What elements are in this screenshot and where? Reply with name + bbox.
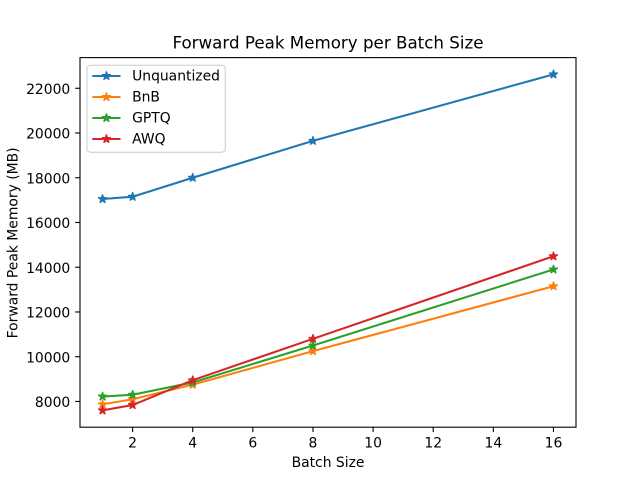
x-tick-label: 2 xyxy=(128,436,137,452)
x-tick-label: 10 xyxy=(364,436,382,452)
series-marker-awq xyxy=(97,405,108,415)
y-tick-label: 22000 xyxy=(26,82,70,98)
plot-frame xyxy=(79,57,577,428)
chart-title: Forward Peak Memory per Batch Size xyxy=(172,33,483,53)
x-tick-label: 6 xyxy=(248,436,257,452)
legend-label: BnB xyxy=(132,90,160,106)
x-tick-label: 12 xyxy=(424,436,442,452)
legend-item-unquantized: Unquantized xyxy=(92,69,220,85)
legend-label: GPTQ xyxy=(132,111,171,127)
legend-marker-sample xyxy=(101,113,112,123)
y-tick-label: 8000 xyxy=(35,395,70,411)
series-marker-awq xyxy=(127,400,138,410)
series-marker-unquantized xyxy=(548,69,559,79)
legend-box xyxy=(86,64,226,153)
legend-item-gptq: GPTQ xyxy=(92,111,171,127)
x-tick-label: 4 xyxy=(188,436,197,452)
y-tick-label: 14000 xyxy=(26,261,70,277)
series-marker-awq xyxy=(188,375,198,385)
y-tick-label: 12000 xyxy=(26,306,70,322)
series-marker-unquantized xyxy=(127,191,138,201)
x-tick-label: 14 xyxy=(484,436,502,452)
y-tick-label: 18000 xyxy=(26,171,70,187)
y-axis-label: Forward Peak Memory (MB) xyxy=(6,147,22,338)
series-marker-bnb xyxy=(308,346,318,356)
series-marker-unquantized xyxy=(97,194,108,204)
legend-marker-sample xyxy=(101,134,112,144)
series-marker-gptq xyxy=(548,264,559,274)
series-marker-unquantized xyxy=(188,172,198,182)
y-tick-label: 10000 xyxy=(26,350,70,366)
x-tick-label: 16 xyxy=(545,436,563,452)
series-marker-unquantized xyxy=(308,135,318,145)
series-marker-gptq xyxy=(308,340,318,350)
y-tick-label: 16000 xyxy=(26,216,70,232)
series-marker-awq xyxy=(548,251,559,261)
legend-marker-sample xyxy=(101,92,112,102)
legend-marker-sample xyxy=(101,71,112,81)
series-marker-gptq xyxy=(127,389,138,399)
legend-label: AWQ xyxy=(132,132,165,148)
x-axis-label: Batch Size xyxy=(292,455,365,471)
y-tick-label: 20000 xyxy=(26,127,70,143)
series-marker-bnb xyxy=(548,281,559,291)
legend: Unquantized BnB GPTQ AWQ xyxy=(86,64,226,153)
legend-item-awq: AWQ xyxy=(92,132,166,148)
legend-item-bnb: BnB xyxy=(92,90,160,106)
legend-label: Unquantized xyxy=(132,69,220,85)
series-marker-gptq xyxy=(97,391,108,401)
plot-area: 2 4 6 8 10 12 14 16 8000 10000 12000 14000 16000 1800… xyxy=(26,57,577,452)
x-tick-label: 8 xyxy=(309,436,318,452)
series-marker-awq xyxy=(308,333,318,343)
